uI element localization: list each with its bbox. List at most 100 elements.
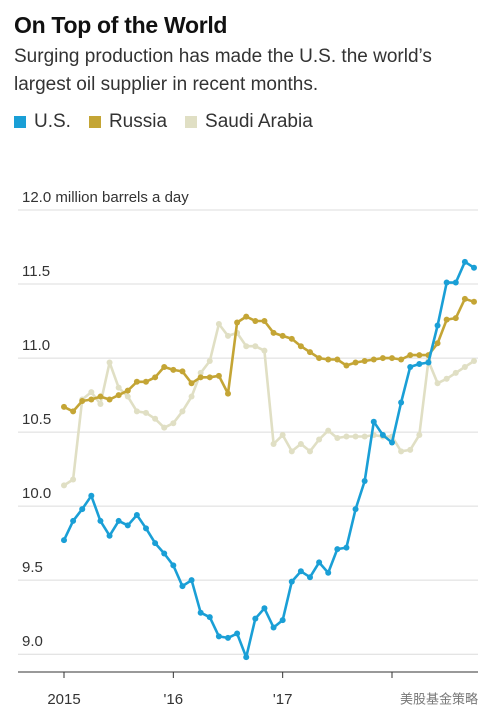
data-point — [297, 343, 304, 350]
data-point — [325, 569, 332, 576]
data-point — [170, 366, 177, 373]
data-point — [197, 369, 204, 376]
legend-swatch — [14, 116, 26, 128]
data-point — [334, 435, 341, 442]
y-tick-label: 11.5 — [22, 263, 50, 280]
data-point — [316, 436, 323, 443]
data-point — [288, 335, 295, 342]
data-point — [106, 396, 113, 403]
data-point — [133, 512, 140, 519]
series-line — [62, 260, 475, 659]
data-point — [61, 403, 67, 410]
legend: U.S. Russia Saudi Arabia — [14, 111, 474, 133]
data-point — [471, 264, 477, 271]
data-point — [461, 295, 468, 302]
data-point — [133, 378, 140, 385]
data-point — [61, 537, 67, 544]
data-point — [297, 440, 304, 447]
data-point — [243, 313, 250, 320]
data-point — [270, 624, 277, 631]
data-point — [124, 393, 131, 400]
data-point — [243, 654, 250, 661]
data-point — [434, 322, 441, 329]
data-point — [197, 609, 204, 616]
y-tick-label: 9.0 — [22, 633, 43, 650]
data-point — [471, 298, 477, 305]
data-point — [106, 359, 113, 366]
data-point — [398, 448, 405, 455]
data-point — [161, 363, 168, 370]
data-point — [270, 329, 277, 336]
data-point — [370, 418, 377, 425]
data-point — [143, 525, 149, 532]
data-point — [152, 540, 159, 547]
data-point — [307, 448, 313, 455]
legend-item: U.S. — [14, 111, 71, 133]
data-point — [79, 506, 86, 513]
data-point — [425, 359, 432, 366]
y-tick-label: 9.5 — [22, 559, 43, 576]
data-point — [206, 614, 213, 621]
y-tick-label: 10.5 — [22, 411, 51, 428]
data-point — [325, 427, 332, 434]
header: On Top of the World Surging production h… — [14, 12, 474, 133]
data-point — [343, 362, 350, 369]
data-point — [261, 605, 268, 612]
data-point — [343, 544, 350, 551]
data-point — [88, 389, 95, 396]
data-point — [115, 517, 122, 524]
legend-label: U.S. — [34, 111, 71, 132]
data-point — [343, 433, 350, 440]
data-point — [261, 318, 268, 325]
data-point — [252, 318, 259, 325]
chart-title: On Top of the World — [14, 12, 228, 38]
data-point — [124, 387, 131, 394]
data-point — [270, 440, 277, 447]
data-point — [379, 355, 386, 362]
data-point — [443, 375, 450, 382]
data-point — [206, 374, 213, 381]
data-point — [279, 332, 286, 339]
data-point — [215, 321, 222, 328]
data-point — [334, 546, 341, 553]
data-point — [225, 634, 231, 641]
data-point — [352, 359, 359, 366]
data-point — [115, 384, 122, 391]
watermark: 美股基金策略 — [400, 691, 478, 706]
data-point — [398, 399, 405, 406]
y-tick-label: 10.0 — [22, 485, 51, 502]
legend-item: Saudi Arabia — [185, 111, 313, 133]
data-point — [88, 396, 95, 403]
data-point — [252, 343, 259, 350]
data-point — [70, 408, 77, 415]
legend-label: Saudi Arabia — [205, 111, 313, 132]
data-point — [443, 279, 450, 286]
data-point — [416, 352, 423, 359]
series-line — [63, 322, 475, 487]
data-point — [434, 340, 441, 347]
data-point — [461, 363, 468, 370]
data-point — [97, 393, 104, 400]
data-point — [243, 343, 250, 350]
data-point — [188, 577, 195, 584]
data-point — [389, 355, 395, 362]
data-point — [416, 360, 423, 367]
data-point — [288, 448, 295, 455]
data-point — [407, 446, 414, 453]
data-point — [471, 358, 477, 365]
chart-subtitle: Surging production has made the U.S. the… — [14, 46, 432, 95]
data-point — [443, 316, 450, 323]
data-point — [88, 492, 95, 499]
data-point — [389, 439, 395, 446]
data-point — [188, 393, 195, 400]
data-point — [234, 319, 241, 326]
data-point — [452, 369, 459, 376]
data-point — [152, 374, 159, 381]
data-point — [288, 578, 295, 585]
data-point — [143, 409, 149, 416]
data-point — [307, 574, 313, 581]
data-point — [361, 433, 368, 440]
data-point — [361, 358, 368, 365]
